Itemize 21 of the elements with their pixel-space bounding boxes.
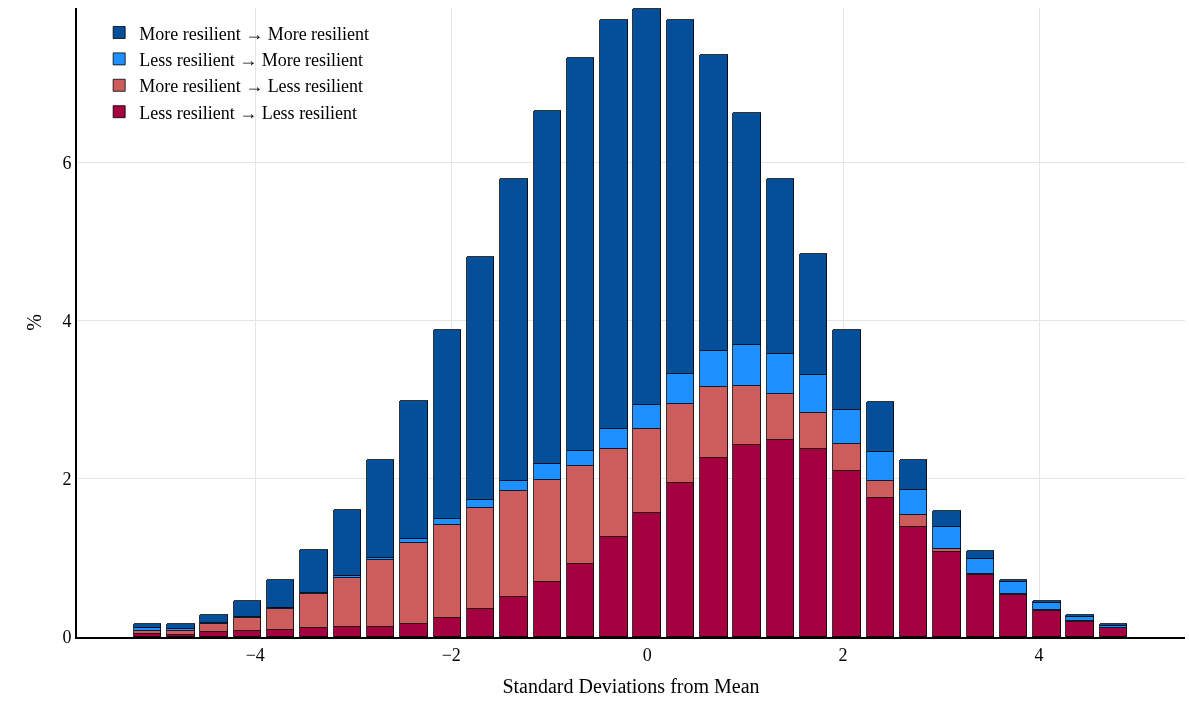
y-axis-title: % bbox=[23, 314, 46, 331]
x-tick-label: −2 bbox=[441, 644, 461, 665]
y-tick-label: 2 bbox=[62, 469, 72, 490]
x-tick-label: 4 bbox=[1034, 644, 1044, 665]
bar bbox=[333, 509, 361, 576]
legend-label: More resilient → More resilient bbox=[139, 23, 370, 44]
x-tick-label: −4 bbox=[245, 644, 265, 665]
x-tick-label: 2 bbox=[838, 644, 848, 665]
y-tick-label: 6 bbox=[62, 153, 72, 174]
x-axis-title: Standard Deviations from Mean bbox=[502, 674, 760, 697]
y-tick-label: 4 bbox=[62, 311, 72, 332]
bar bbox=[399, 400, 428, 539]
legend-label: More resilient → Less resilient bbox=[139, 76, 364, 97]
x-tick-label: 0 bbox=[642, 644, 652, 665]
legend-label: Less resilient → More resilient bbox=[139, 49, 364, 70]
y-tick-label: 0 bbox=[62, 627, 72, 648]
bar bbox=[133, 623, 161, 628]
bar bbox=[1065, 614, 1094, 617]
bar bbox=[166, 623, 195, 629]
legend-label: Less resilient → Less resilient bbox=[139, 102, 358, 123]
bar bbox=[366, 459, 394, 558]
